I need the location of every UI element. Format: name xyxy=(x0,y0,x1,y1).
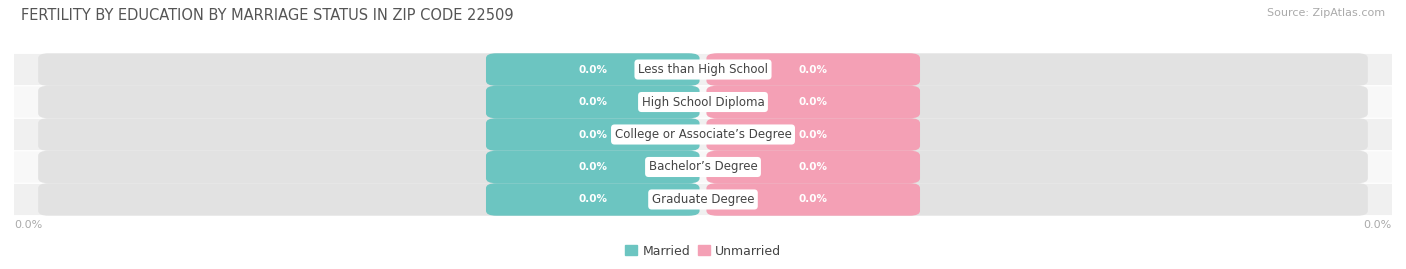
FancyBboxPatch shape xyxy=(706,86,920,118)
FancyBboxPatch shape xyxy=(14,151,1392,183)
Text: College or Associate’s Degree: College or Associate’s Degree xyxy=(614,128,792,141)
Legend: Married, Unmarried: Married, Unmarried xyxy=(620,239,786,263)
Text: Graduate Degree: Graduate Degree xyxy=(652,193,754,206)
FancyBboxPatch shape xyxy=(486,151,700,183)
Text: 0.0%: 0.0% xyxy=(799,129,828,140)
FancyBboxPatch shape xyxy=(486,118,700,151)
Text: High School Diploma: High School Diploma xyxy=(641,95,765,108)
FancyBboxPatch shape xyxy=(14,86,1392,118)
Text: 0.0%: 0.0% xyxy=(799,65,828,75)
FancyBboxPatch shape xyxy=(710,183,1368,216)
FancyBboxPatch shape xyxy=(14,119,1392,150)
Text: 0.0%: 0.0% xyxy=(799,97,828,107)
FancyBboxPatch shape xyxy=(710,151,1368,183)
FancyBboxPatch shape xyxy=(486,86,700,118)
FancyBboxPatch shape xyxy=(486,53,700,86)
FancyBboxPatch shape xyxy=(486,183,700,216)
FancyBboxPatch shape xyxy=(38,183,696,216)
FancyBboxPatch shape xyxy=(14,54,1392,85)
Text: Source: ZipAtlas.com: Source: ZipAtlas.com xyxy=(1267,8,1385,18)
Text: 0.0%: 0.0% xyxy=(1364,220,1392,230)
Text: 0.0%: 0.0% xyxy=(578,162,607,172)
Text: 0.0%: 0.0% xyxy=(14,220,42,230)
FancyBboxPatch shape xyxy=(38,86,696,118)
FancyBboxPatch shape xyxy=(38,53,696,86)
Text: Less than High School: Less than High School xyxy=(638,63,768,76)
Text: 0.0%: 0.0% xyxy=(578,97,607,107)
FancyBboxPatch shape xyxy=(38,118,696,151)
FancyBboxPatch shape xyxy=(710,118,1368,151)
Text: FERTILITY BY EDUCATION BY MARRIAGE STATUS IN ZIP CODE 22509: FERTILITY BY EDUCATION BY MARRIAGE STATU… xyxy=(21,8,513,23)
Text: 0.0%: 0.0% xyxy=(578,129,607,140)
FancyBboxPatch shape xyxy=(706,53,920,86)
Text: 0.0%: 0.0% xyxy=(799,162,828,172)
Text: 0.0%: 0.0% xyxy=(799,194,828,204)
Text: 0.0%: 0.0% xyxy=(578,194,607,204)
FancyBboxPatch shape xyxy=(706,118,920,151)
FancyBboxPatch shape xyxy=(706,151,920,183)
FancyBboxPatch shape xyxy=(38,151,696,183)
Text: Bachelor’s Degree: Bachelor’s Degree xyxy=(648,161,758,174)
Text: 0.0%: 0.0% xyxy=(578,65,607,75)
FancyBboxPatch shape xyxy=(710,86,1368,118)
FancyBboxPatch shape xyxy=(710,53,1368,86)
FancyBboxPatch shape xyxy=(14,184,1392,215)
FancyBboxPatch shape xyxy=(706,183,920,216)
